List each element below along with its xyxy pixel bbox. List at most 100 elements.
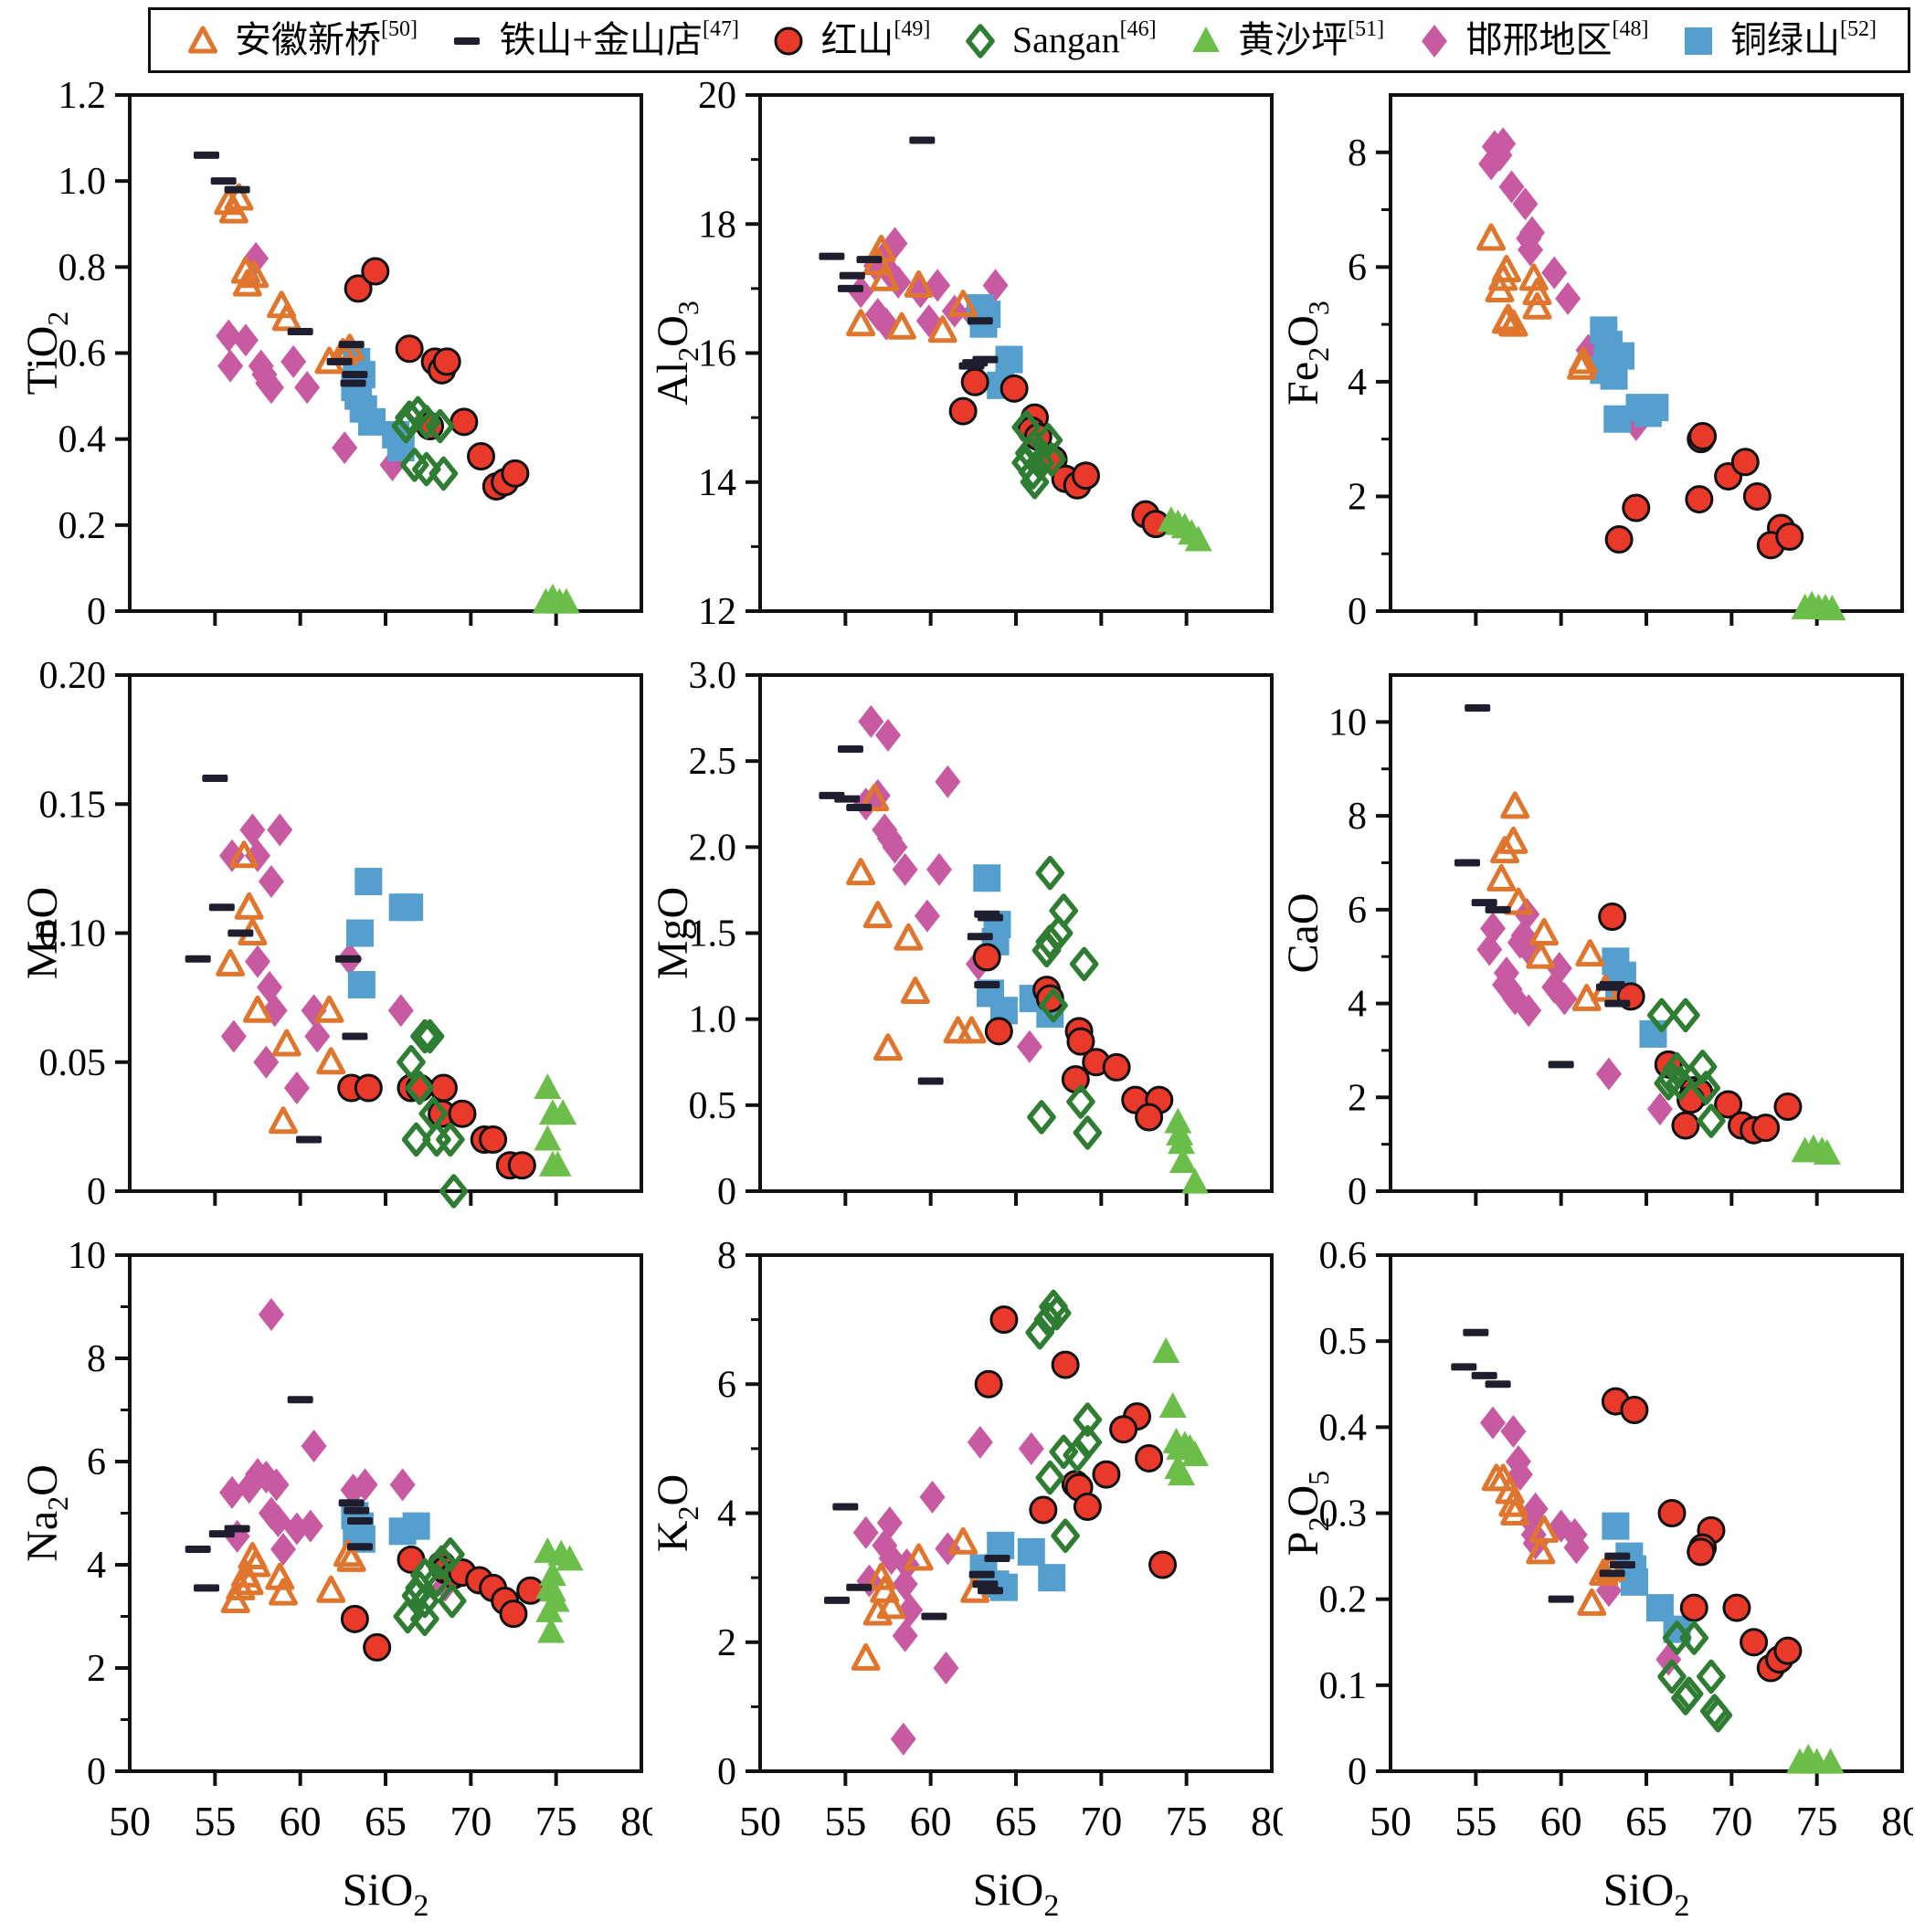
data-point (1654, 1066, 1684, 1101)
y-tick-label: 0 (1348, 591, 1367, 633)
data-point (1476, 933, 1503, 966)
data-point (218, 195, 249, 224)
data-point (347, 971, 375, 998)
series-sangan (1025, 1289, 1103, 1553)
y-tick-label: 0 (717, 1751, 736, 1793)
data-point (1722, 1593, 1751, 1622)
data-point (1051, 1518, 1080, 1553)
data-point (1598, 903, 1627, 932)
data-point (395, 400, 424, 435)
data-point (824, 1596, 850, 1604)
data-point (227, 929, 254, 937)
data-point (834, 795, 861, 803)
legend-label: 黄沙坪[51] (1238, 16, 1385, 60)
y-tick-label: 1.0 (58, 161, 107, 203)
data-point (1522, 1526, 1549, 1560)
data-point (995, 345, 1023, 374)
data-point (856, 256, 883, 264)
data-point (1486, 863, 1517, 892)
data-point (927, 315, 957, 343)
x-tick-label: 50 (1370, 1798, 1412, 1844)
data-point (832, 1503, 859, 1511)
y-tick-label: 8 (87, 1338, 106, 1380)
data-point (1703, 1698, 1733, 1733)
data-point (334, 955, 361, 963)
data-point (1522, 291, 1552, 320)
data-point (1526, 941, 1556, 969)
series-huangshaping (1164, 1107, 1209, 1194)
data-point (948, 290, 978, 318)
data-point (448, 1099, 477, 1128)
data-point (1551, 982, 1578, 1016)
data-point (1773, 1636, 1803, 1665)
data-point (1595, 1057, 1622, 1091)
data-point (837, 284, 863, 292)
legend-label: Sangan[46] (1011, 16, 1157, 60)
data-point (1092, 1460, 1121, 1489)
data-point (1773, 1093, 1803, 1122)
data-point (1500, 1498, 1530, 1526)
legend-ref: [49] (894, 16, 931, 41)
data-point (239, 813, 266, 847)
legend-item-huangshaping: 黄沙坪[51] (1185, 16, 1385, 61)
y-tick-label: 6 (1348, 247, 1367, 289)
data-point (454, 37, 481, 45)
x-tick-label: 60 (280, 1798, 322, 1844)
data-point (958, 362, 985, 370)
data-point (1102, 1052, 1131, 1082)
legend-item-sangan: Sangan[46] (959, 16, 1157, 61)
legend-ref: [48] (1612, 16, 1649, 41)
axes: 0 0.1 0.2 0.3 0.4 0.5 0.6 50 55 60 65 70 75 80 SiO2 P2O… (1283, 1235, 1913, 1923)
data-point (1031, 933, 1062, 968)
series-huangshaping (532, 583, 580, 614)
data-point (1688, 422, 1718, 451)
data-point (1168, 1128, 1196, 1155)
data-point (1604, 525, 1634, 554)
data-point (960, 367, 989, 396)
data-point (1184, 525, 1212, 552)
series-tonglushan (346, 868, 424, 998)
y-tick-label: 4 (87, 1545, 106, 1587)
data-point (1017, 1537, 1045, 1566)
y-tick-label: 2 (1348, 476, 1367, 518)
legend-ref: [46] (1119, 16, 1157, 41)
data-point (1498, 1489, 1528, 1517)
x-tick-label: 70 (1080, 1798, 1122, 1844)
y-axis-title: TiO2 (22, 311, 74, 396)
data-point (271, 303, 301, 332)
triangle-icon (1192, 26, 1221, 52)
data-point (316, 1575, 346, 1603)
series-anhui (851, 1526, 990, 1671)
data-point (410, 1601, 439, 1637)
data-point (340, 1604, 369, 1633)
y-axis-title: Al2O3 (652, 301, 704, 406)
series-hongshan (344, 257, 530, 501)
data-point (425, 408, 455, 444)
data-point (396, 893, 424, 922)
data-point (257, 970, 283, 1004)
data-point (890, 1722, 916, 1756)
series-tieshan (185, 775, 368, 1144)
data-point (194, 151, 219, 159)
data-point (314, 995, 344, 1023)
data-point (1541, 256, 1568, 290)
legend-item-tieshan: 铁山+金山店[47] (446, 18, 739, 61)
series-hongshan (972, 943, 1174, 1132)
y-axis-title: CaO (1283, 893, 1327, 974)
data-point (534, 1124, 562, 1151)
data-point (1181, 1440, 1209, 1466)
legend-ref: [52] (1839, 16, 1877, 41)
data-point (283, 1072, 310, 1104)
data-point (1622, 493, 1651, 523)
data-point (316, 1047, 346, 1075)
data-point (1742, 481, 1772, 511)
chart-mgo: 0 0.5 1.0 1.5 2.0 2.5 3.0 MgO (652, 655, 1274, 1213)
series-hongshan (1598, 903, 1803, 1145)
y-axis-title: K2O (652, 1474, 704, 1552)
data-point (1595, 983, 1622, 991)
data-point (851, 1642, 881, 1671)
data-point (283, 1512, 310, 1546)
data-point (358, 407, 386, 436)
data-point (1454, 859, 1480, 867)
data-point (297, 1509, 323, 1543)
